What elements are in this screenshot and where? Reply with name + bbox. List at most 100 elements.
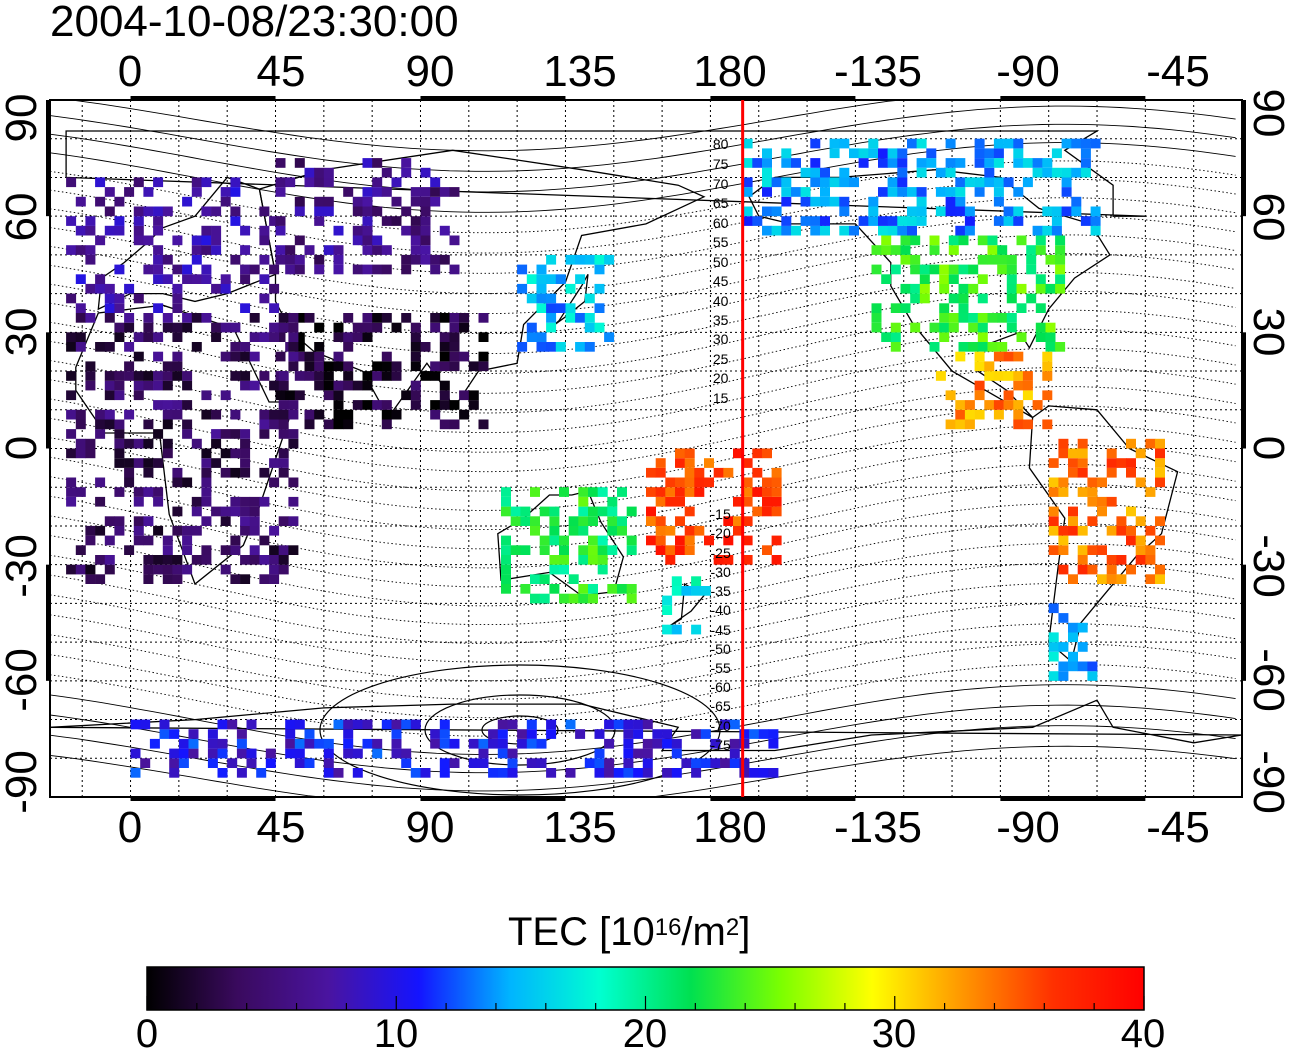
tec-cell xyxy=(939,274,950,284)
tec-cell xyxy=(1013,216,1024,226)
tec-cell xyxy=(507,768,518,778)
tec-cell xyxy=(549,564,560,575)
tec-cell xyxy=(391,729,402,739)
tec-cell xyxy=(104,303,115,313)
tec-cell xyxy=(1042,158,1053,168)
tec-cell xyxy=(1058,487,1069,497)
tec-cell xyxy=(955,158,966,168)
tec-cell xyxy=(162,313,173,323)
tec-cell xyxy=(578,555,589,565)
tec-cell xyxy=(343,371,354,381)
tec-cell xyxy=(501,535,511,546)
tec-cell xyxy=(410,245,421,255)
tec-cell xyxy=(153,429,164,439)
tec-cell xyxy=(526,729,537,739)
tec-cell xyxy=(372,361,383,372)
tec-cell xyxy=(887,216,898,226)
tec-cell xyxy=(771,477,782,488)
tec-cell xyxy=(343,419,354,430)
tec-cell xyxy=(410,254,421,265)
tec-cell xyxy=(1116,525,1127,536)
tec-cell xyxy=(1097,496,1107,507)
tec-cell xyxy=(890,303,901,313)
tec-cell xyxy=(617,525,627,536)
tec-cell xyxy=(1013,138,1024,149)
tec-cell xyxy=(240,496,251,507)
tec-cell xyxy=(1003,351,1014,362)
tec-cell xyxy=(372,738,383,749)
tec-cell xyxy=(675,516,685,526)
mlat-contour xyxy=(50,542,1236,626)
tec-cell xyxy=(948,274,959,284)
tec-cell xyxy=(1155,535,1165,546)
tec-cell xyxy=(314,351,325,362)
tec-cell xyxy=(288,351,299,362)
tec-cell xyxy=(278,467,289,478)
tec-cell xyxy=(343,719,354,730)
tec-cell xyxy=(665,555,676,565)
tec-cell xyxy=(191,177,202,188)
edge-bar xyxy=(1242,332,1246,449)
tec-cell xyxy=(881,235,892,246)
tec-cell xyxy=(1061,187,1072,197)
tec-cell xyxy=(159,719,170,730)
tec-cell xyxy=(114,332,125,342)
tec-cell xyxy=(1145,438,1156,449)
edge-bar xyxy=(420,96,566,100)
tec-cell xyxy=(955,351,966,362)
tec-cell xyxy=(333,419,344,430)
tec-cell xyxy=(304,361,315,372)
tec-cell xyxy=(410,719,421,730)
tec-cell xyxy=(762,545,772,555)
tec-cell xyxy=(372,313,383,323)
tec-cell xyxy=(1022,177,1033,188)
tec-cell xyxy=(1116,555,1127,565)
tec-cell xyxy=(1016,235,1027,246)
tec-cell xyxy=(742,487,753,497)
tec-cell xyxy=(182,380,193,391)
tec-cell xyxy=(762,496,772,507)
tec-cell xyxy=(549,516,560,526)
tec-cell xyxy=(362,245,373,255)
tec-cell xyxy=(897,177,908,188)
tec-cell xyxy=(955,225,966,236)
tec-cell xyxy=(85,574,96,584)
tec-cell xyxy=(642,758,653,768)
tec-cell xyxy=(230,187,241,197)
tec-cell xyxy=(871,303,882,313)
tec-cell xyxy=(230,409,241,420)
tec-cell xyxy=(333,400,344,410)
tec-cell xyxy=(1077,438,1088,449)
tec-cell xyxy=(275,216,286,226)
tec-cell xyxy=(259,332,270,342)
tec-cell xyxy=(153,332,164,342)
tec-cell xyxy=(977,332,988,342)
tec-cell xyxy=(140,719,151,730)
tec-cell xyxy=(662,595,673,606)
tec-cell xyxy=(352,332,363,342)
tec-cell xyxy=(1013,148,1024,159)
tec-cell xyxy=(143,438,154,449)
tec-cell xyxy=(497,738,508,749)
tec-cell xyxy=(642,748,653,759)
tec-cell xyxy=(675,535,685,546)
tec-cell xyxy=(1080,138,1091,149)
tec-cell xyxy=(868,148,879,159)
tec-cell xyxy=(935,187,946,197)
y-tick-right-30: 30 xyxy=(1244,307,1292,357)
tec-cell xyxy=(536,342,547,352)
tec-cell xyxy=(955,187,966,197)
tec-cell xyxy=(984,371,995,381)
tec-cell xyxy=(1051,167,1062,178)
tec-cell xyxy=(439,419,450,430)
tec-cell xyxy=(314,738,325,749)
tec-cell xyxy=(133,380,144,391)
tec-cell xyxy=(314,254,325,265)
tec-cell xyxy=(149,738,160,749)
tec-cell xyxy=(240,225,251,236)
tec-cell xyxy=(236,748,247,759)
tec-cell xyxy=(945,206,956,217)
tec-cell xyxy=(211,332,222,342)
tec-cell xyxy=(288,322,299,333)
tec-cell xyxy=(646,487,656,497)
